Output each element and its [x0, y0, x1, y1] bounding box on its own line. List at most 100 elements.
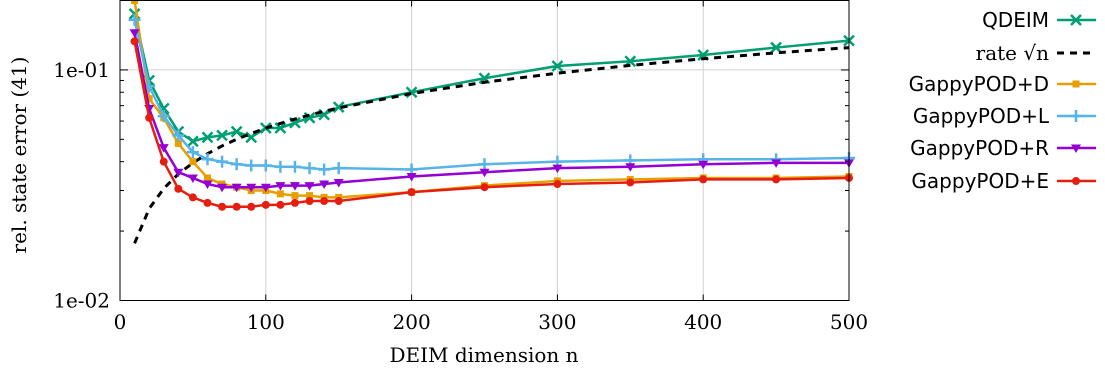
series-line [133, 0, 850, 199]
x-tick-label: 300 [538, 310, 576, 334]
series-gappypod-r [129, 29, 854, 193]
y-tick-label: 1e-01 [53, 58, 110, 82]
legend-label: GappyPOD+D [909, 72, 1049, 96]
data-point [246, 183, 257, 193]
data-point [203, 174, 211, 182]
data-point [318, 163, 331, 176]
data-point [259, 159, 272, 172]
x-tick-label: 0 [114, 310, 127, 334]
x-tick-label: 200 [393, 310, 431, 334]
data-point [245, 131, 258, 144]
x-axis-label: DEIM dimension n [389, 343, 578, 367]
legend-swatch-marker [1072, 80, 1080, 88]
legend-item: GappyPOD+E [911, 169, 1096, 193]
data-point [230, 158, 243, 171]
data-point [172, 129, 185, 142]
series-gappypod-e [130, 37, 853, 211]
data-point [218, 202, 227, 211]
data-point [407, 188, 416, 197]
ticks [119, 0, 850, 301]
data-point [288, 160, 301, 173]
y-tick-label: 1e-02 [53, 289, 110, 313]
data-point [291, 192, 299, 200]
data-point [771, 159, 782, 168]
legend-label: rate √n [976, 41, 1049, 65]
data-point [320, 197, 329, 206]
series-line [133, 41, 850, 209]
data-point [230, 125, 243, 138]
data-point [289, 182, 300, 191]
data-point [201, 131, 214, 144]
data-point [772, 175, 781, 184]
x-tick-label: 100 [247, 310, 285, 334]
legend-swatch-marker [1070, 14, 1082, 26]
series-line [133, 13, 850, 143]
data-point [189, 158, 197, 166]
data-point [128, 13, 141, 26]
data-point [276, 200, 285, 209]
legend-item: GappyPOD+D [909, 72, 1096, 96]
data-point [478, 158, 491, 171]
data-point [552, 164, 563, 174]
data-point [203, 198, 212, 207]
legend-swatch-marker [1072, 177, 1080, 185]
data-point [480, 183, 489, 192]
data-point [274, 160, 287, 173]
data-point [232, 202, 241, 211]
data-point [187, 135, 199, 148]
data-point [159, 157, 168, 166]
data-point [217, 183, 228, 193]
data-point [173, 168, 184, 178]
series-gappypod-l [128, 13, 855, 176]
data-point [626, 178, 635, 187]
data-point [479, 168, 490, 178]
data-point [699, 175, 708, 184]
data-point [332, 101, 345, 113]
data-point [553, 180, 562, 189]
series-line [133, 32, 849, 189]
data-point [202, 180, 213, 190]
legend-item: GappyPOD+L [913, 104, 1096, 128]
data-point [145, 113, 154, 122]
legend: QDEIM rate √n GappyPOD+D GappyPOD+L GappyPOD… [909, 8, 1096, 193]
legend-label: QDEIM [982, 8, 1049, 32]
data-point [187, 174, 198, 183]
y-tick-labels: 1e-02 1e-01 [53, 58, 110, 313]
data-point [131, 0, 139, 4]
x-tick-label: 500 [830, 310, 868, 334]
data-point [275, 182, 286, 191]
legend-label: GappyPOD+E [911, 169, 1049, 193]
data-point [201, 153, 214, 166]
data-point [333, 178, 344, 188]
data-point [157, 110, 170, 123]
data-point [770, 41, 782, 54]
data-point [305, 197, 314, 206]
data-point [551, 60, 564, 72]
y-axis-label: rel. state error (41) [7, 57, 31, 254]
data-point [216, 129, 228, 142]
series-qdeim [128, 7, 855, 148]
data-point [334, 197, 343, 206]
legend-item: GappyPOD+R [910, 136, 1096, 160]
data-point [145, 95, 153, 103]
series-line [133, 19, 850, 171]
legend-label: GappyPOD+L [913, 104, 1050, 128]
x-tick-label: 400 [684, 310, 722, 334]
data-point [625, 163, 636, 172]
data-point [260, 183, 271, 193]
data-point [290, 198, 299, 207]
data-point [158, 144, 169, 153]
data-point [276, 190, 284, 198]
legend-item: QDEIM [982, 8, 1096, 32]
legend-label: GappyPOD+R [910, 136, 1049, 160]
data-point [332, 162, 345, 175]
legend-swatch-marker [1070, 110, 1082, 122]
data-point [261, 200, 270, 209]
series-rate-n [133, 46, 850, 244]
data-point [188, 193, 197, 202]
data-point [274, 122, 287, 134]
data-point [130, 37, 139, 46]
data-point [303, 162, 316, 175]
legend-swatch-marker [1071, 144, 1081, 153]
